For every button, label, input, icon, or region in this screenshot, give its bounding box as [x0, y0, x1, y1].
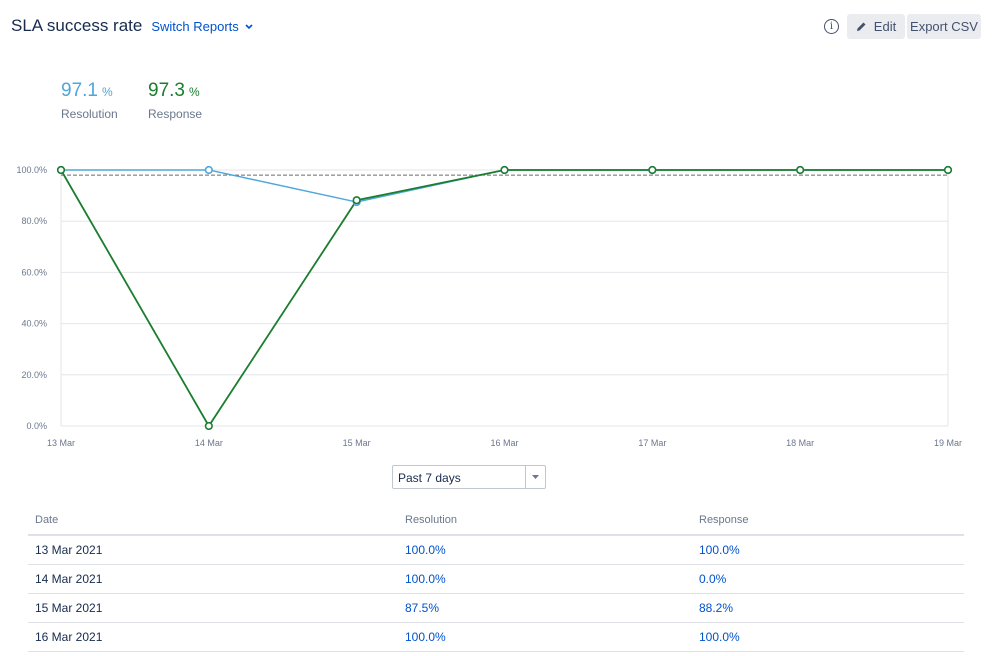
row-response-link[interactable]: 0.0% [692, 564, 964, 594]
row-date: 13 Mar 2021 [28, 535, 398, 565]
response-value: 97.3 [148, 80, 185, 101]
switch-reports-button[interactable]: Switch Reports [151, 19, 253, 34]
row-response-link[interactable]: 100.0% [692, 535, 964, 565]
resolution-metric: 97.1% Resolution [61, 80, 118, 121]
x-tick-label: 18 Mar [786, 438, 814, 448]
y-tick-label: 40.0% [21, 319, 47, 329]
resolution-point [204, 165, 213, 175]
row-date: 15 Mar 2021 [28, 593, 398, 623]
table-row: 16 Mar 2021 100.0% 100.0% [28, 622, 964, 652]
x-tick-label: 13 Mar [47, 438, 75, 448]
x-tick-label: 19 Mar [934, 438, 962, 448]
y-tick-label: 20.0% [21, 370, 47, 380]
table-row: 15 Mar 2021 87.5% 88.2% [28, 593, 964, 623]
sla-line-chart: 0.0% 20.0% 40.0% 60.0% 80.0% 100.0% 13 Mar 14 M… [16, 165, 962, 448]
period-dropdown-toggle[interactable] [525, 466, 545, 488]
y-tick-label: 0.0% [26, 421, 47, 431]
resolution-value: 97.1 [61, 80, 98, 101]
x-tick-label: 14 Mar [195, 438, 223, 448]
x-tick-label: 15 Mar [343, 438, 371, 448]
response-point [204, 421, 213, 431]
response-unit: % [188, 85, 200, 99]
x-tick-label: 16 Mar [490, 438, 518, 448]
caret-down-icon [532, 475, 539, 479]
response-point [796, 165, 805, 175]
sla-table: Date Resolution Response 13 Mar 2021 100… [28, 506, 964, 652]
col-response: Response [692, 506, 964, 536]
row-resolution-link[interactable]: 100.0% [398, 622, 692, 652]
row-date: 14 Mar 2021 [28, 564, 398, 594]
x-tick-label: 17 Mar [638, 438, 666, 448]
edit-button[interactable]: Edit [847, 14, 905, 39]
table-header-row: Date Resolution Response [28, 506, 964, 536]
response-metric: 97.3% Response [148, 80, 202, 121]
response-label: Response [148, 107, 203, 121]
response-series-line [60, 169, 948, 428]
y-tick-label: 100.0% [16, 165, 47, 175]
period-value: Past 7 days [398, 471, 461, 485]
edit-label: Edit [873, 19, 897, 34]
response-point [352, 196, 361, 205]
response-point [648, 165, 657, 175]
table-row: 14 Mar 2021 100.0% 0.0% [28, 564, 964, 594]
pencil-icon [856, 22, 866, 31]
export-csv-button[interactable]: Export CSV [907, 14, 981, 39]
row-response-link[interactable]: 88.2% [692, 593, 964, 623]
page-title: SLA success rate [11, 16, 143, 35]
col-date: Date [28, 506, 398, 536]
row-date: 16 Mar 2021 [28, 622, 398, 652]
table-row: 13 Mar 2021 100.0% 100.0% [28, 535, 964, 565]
row-response-link[interactable]: 100.0% [692, 622, 964, 652]
row-resolution-link[interactable]: 87.5% [398, 593, 692, 623]
chevron-down-icon [245, 23, 253, 29]
response-point [500, 165, 509, 175]
y-tick-label: 80.0% [21, 216, 47, 226]
row-resolution-link[interactable]: 100.0% [398, 535, 692, 565]
y-tick-label: 60.0% [21, 267, 47, 277]
response-point [56, 165, 66, 175]
period-select[interactable]: Past 7 days [392, 465, 546, 489]
resolution-label: Resolution [61, 107, 118, 121]
response-point [943, 165, 953, 175]
info-icon[interactable]: i [824, 19, 839, 34]
report-header: SLA success rate Switch Reports [11, 16, 253, 36]
row-resolution-link[interactable]: 100.0% [398, 564, 692, 594]
switch-reports-label: Switch Reports [151, 19, 239, 34]
resolution-unit: % [101, 85, 113, 99]
col-resolution: Resolution [398, 506, 692, 536]
